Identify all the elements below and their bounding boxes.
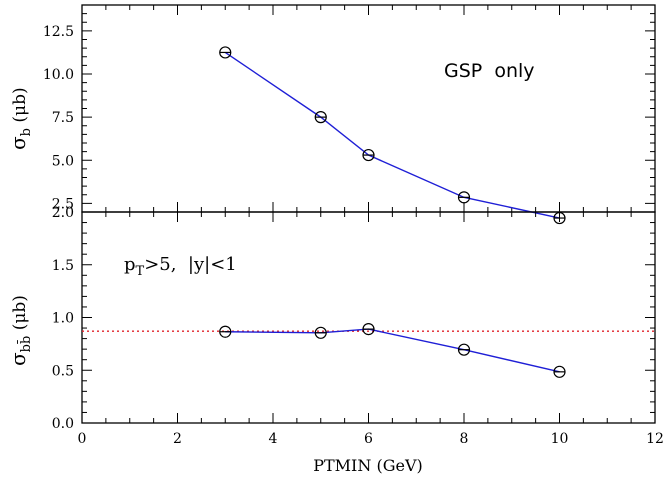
top-ytick-label: 7.5 (52, 110, 74, 126)
x-tick-label: 12 (646, 431, 664, 447)
bottom-ylabel: σbb̄ (μb) (6, 295, 34, 366)
top-ytick-label: 12.5 (43, 24, 74, 40)
bottom-ylabel-subscript: bb̄ (17, 336, 34, 353)
bottom-ytick-label: 0.0 (52, 416, 74, 432)
pt-annotation-rest: >5, |y|<1 (144, 254, 237, 275)
top-ytick-label: 2.0 (52, 205, 74, 221)
bottom-panel: 0.0 0.5 1.0 1.5 0 2 4 6 8 10 12 (52, 211, 664, 447)
pt-cut-annotation: pT>5, |y|<1 (124, 254, 237, 279)
x-tick-label: 8 (460, 431, 469, 447)
bottom-series-line (225, 328, 560, 373)
top-ylabel-subscript: b (19, 128, 34, 136)
gsp-only-annotation: GSP only (444, 60, 535, 82)
bottom-ylabel-unit-text: (μb) (10, 295, 30, 330)
bottom-ytick-label: 1.5 (52, 258, 74, 274)
bottom-ylabel-symbol: σ (6, 352, 30, 366)
top-ylabel: σb (μb) (6, 87, 34, 150)
x-tick-label: 2 (173, 431, 182, 447)
top-ylabel-unit-text: (μb) (10, 87, 30, 122)
top-ytick-label: 5.0 (52, 153, 74, 169)
x-axis-label: PTMIN (GeV) (313, 456, 423, 475)
pt-annotation-base: p (124, 254, 136, 275)
top-ytick-label: 10.0 (43, 67, 74, 83)
top-panel: 2.02.5 5.0 7.5 10.0 12.5 (43, 4, 656, 225)
top-plot-frame (81, 4, 656, 213)
pt-annotation-subscript: T (136, 264, 145, 279)
x-tick-label: 6 (364, 431, 373, 447)
bottom-ytick-label: 0.5 (52, 363, 74, 379)
bottom-plot-frame (81, 211, 656, 424)
x-tick-label: 4 (269, 431, 278, 447)
x-tick-label: 0 (78, 431, 87, 447)
bottom-ytick-label: 1.0 (52, 311, 74, 327)
x-tick-label: 10 (551, 431, 569, 447)
top-ylabel-symbol: σ (6, 136, 30, 150)
top-ytick-label: 2.5 (52, 196, 74, 212)
